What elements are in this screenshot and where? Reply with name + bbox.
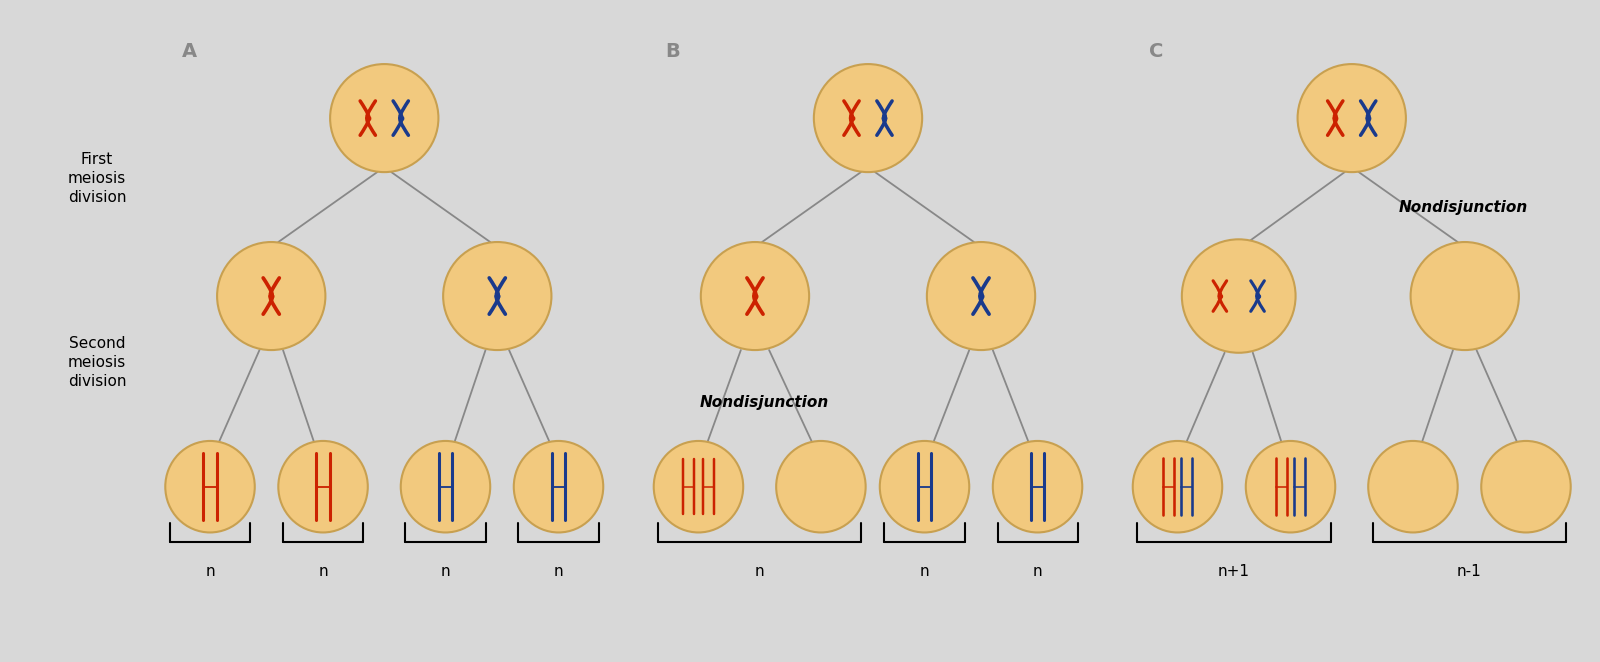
- Text: n: n: [920, 564, 930, 579]
- Text: C: C: [1149, 42, 1163, 61]
- Ellipse shape: [278, 441, 368, 532]
- Text: Nondisjunction: Nondisjunction: [699, 395, 829, 410]
- Text: A: A: [182, 42, 197, 61]
- Text: n+1: n+1: [1218, 564, 1250, 579]
- Ellipse shape: [1133, 441, 1222, 532]
- Ellipse shape: [701, 242, 810, 350]
- Text: n: n: [1032, 564, 1042, 579]
- Ellipse shape: [1298, 64, 1406, 172]
- Ellipse shape: [330, 64, 438, 172]
- Text: Nondisjunction: Nondisjunction: [1398, 199, 1528, 214]
- Ellipse shape: [1482, 441, 1571, 532]
- Text: n-1: n-1: [1458, 564, 1482, 579]
- Ellipse shape: [814, 64, 922, 172]
- Ellipse shape: [514, 441, 603, 532]
- Ellipse shape: [926, 242, 1035, 350]
- Ellipse shape: [880, 441, 970, 532]
- Ellipse shape: [165, 441, 254, 532]
- Ellipse shape: [1368, 441, 1458, 532]
- Text: n: n: [205, 564, 214, 579]
- Text: n: n: [755, 564, 765, 579]
- Text: n: n: [554, 564, 563, 579]
- Text: Second
meiosis
division: Second meiosis division: [67, 336, 126, 389]
- Ellipse shape: [400, 441, 490, 532]
- Ellipse shape: [992, 441, 1082, 532]
- Text: n: n: [318, 564, 328, 579]
- Ellipse shape: [218, 242, 325, 350]
- Ellipse shape: [1246, 441, 1336, 532]
- Text: n: n: [440, 564, 450, 579]
- Ellipse shape: [443, 242, 552, 350]
- Ellipse shape: [1411, 242, 1518, 350]
- Ellipse shape: [1182, 240, 1296, 353]
- Text: First
meiosis
division: First meiosis division: [67, 152, 126, 205]
- Text: B: B: [666, 42, 680, 61]
- Ellipse shape: [654, 441, 744, 532]
- Ellipse shape: [776, 441, 866, 532]
